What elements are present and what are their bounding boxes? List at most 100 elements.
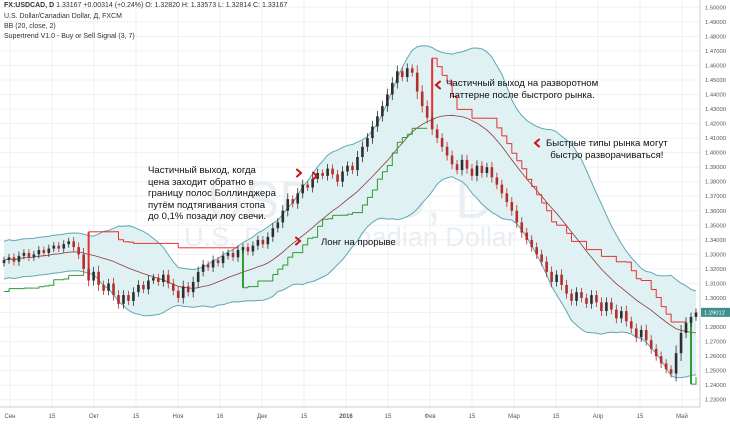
candle-body (226, 252, 230, 256)
bb-basis (3, 114, 697, 334)
candle-body (97, 271, 100, 285)
supertrend-indicator-label[interactable]: Supertrend V1.0 - Buy or Sell Signal (3,… (4, 33, 135, 40)
candle-body (515, 210, 519, 223)
supertrend-segment (312, 226, 319, 238)
supertrend-segment (297, 244, 304, 254)
candle-body (246, 247, 250, 252)
candle-body (351, 165, 354, 171)
candle-body (137, 284, 140, 293)
candle-body (286, 199, 290, 211)
supertrend-segment (33, 286, 40, 289)
candle-body (440, 138, 444, 147)
supertrend-segment (651, 289, 657, 298)
candle-body (301, 184, 305, 194)
candle-body (644, 329, 648, 341)
supertrend-segment (58, 279, 65, 281)
time-tick-label: 15 (469, 414, 476, 420)
price-tick-label: 1.32000 (705, 267, 726, 273)
annotation-arrows (295, 80, 540, 246)
symbol-label[interactable]: FX:USDCAD, D (4, 2, 55, 9)
candle-body (336, 174, 339, 182)
supertrend-segment (646, 280, 652, 290)
time-tick-label: 15 (385, 414, 392, 420)
candle-body (485, 167, 489, 173)
supertrend-segment (566, 232, 572, 242)
candle-body (216, 260, 220, 264)
supertrend-segment (561, 224, 568, 234)
candle-body (465, 159, 469, 169)
candle-body (52, 245, 56, 249)
supertrend-segment (317, 219, 324, 227)
supertrend-segment (282, 257, 289, 266)
supertrend-segment (511, 152, 518, 161)
supertrend-segment (531, 186, 538, 195)
price-tick-label: 1.23000 (705, 398, 726, 404)
candle-body (281, 210, 285, 223)
candle-body (560, 274, 563, 285)
candle-body (580, 292, 583, 298)
time-tick-label: Дек (257, 414, 267, 420)
candle-body (206, 264, 210, 268)
candle-body (694, 312, 698, 317)
price-tick-label: 1.41000 (705, 136, 726, 142)
supertrend-segment (392, 142, 398, 154)
supertrend-segment (38, 286, 45, 288)
annotation-breakout-long: Лонг на прорыве (321, 237, 396, 248)
candle-body (600, 302, 603, 312)
price-tick-label: 1.49000 (705, 20, 726, 26)
time-tick-label: 15 (49, 414, 56, 420)
candle-body (176, 290, 180, 298)
candle-body (271, 228, 275, 237)
candle-body (450, 155, 454, 165)
time-tick-label: 15 (133, 414, 140, 420)
arrow-left-icon (533, 138, 540, 148)
candle-body (435, 129, 439, 139)
time-tick-label: Сен (5, 414, 16, 420)
candle-body (311, 178, 314, 188)
candle-body (276, 222, 280, 229)
candle-body (455, 164, 459, 171)
candle-body (32, 254, 36, 258)
candle-body (376, 116, 379, 127)
supertrend-segment (382, 165, 388, 173)
supertrend-segment (596, 249, 602, 257)
supertrend-segment (506, 143, 513, 154)
supertrend-segment (501, 135, 508, 144)
candle-body (331, 168, 334, 175)
candle-body (346, 165, 349, 172)
candle-body (47, 248, 51, 253)
price-tick-label: 1.35000 (705, 223, 726, 229)
supertrend-segment (327, 215, 334, 220)
candle-body (386, 94, 389, 107)
time-tick-label: Апр (593, 414, 604, 420)
candle-body (147, 280, 150, 290)
candle-body (510, 202, 514, 211)
candle-body (356, 156, 359, 171)
price-tick-label: 1.38000 (705, 180, 726, 186)
candle-body (500, 184, 504, 194)
supertrend-segment (302, 238, 309, 246)
candle-body (540, 254, 543, 262)
candle-body (425, 106, 429, 118)
supertrend-segment (666, 313, 672, 322)
price-tick-label: 1.44000 (705, 92, 726, 98)
supertrend-segment (277, 265, 284, 270)
candle-body (191, 281, 195, 293)
candle-body (157, 277, 160, 282)
candle-body (221, 255, 225, 264)
annotation-partial-exit-bb: Частичный выход, когда цена заходит обра… (148, 165, 276, 222)
candle-body (236, 250, 240, 258)
price-axis[interactable]: 1.50000 1.49000 1.48000 1.47000 1.46000 1.450… (699, 0, 730, 407)
time-tick-label: 16 (217, 414, 224, 420)
candle-body (610, 302, 613, 310)
candle-body (684, 322, 688, 333)
time-axis[interactable]: Сен 15 Окт 15 Ноя 16 Дек 15 2016 15 Фев 15 Мар 15 Апр 1… (0, 406, 730, 424)
supertrend-segment (447, 80, 453, 97)
supertrend-segment (516, 160, 523, 169)
supertrend-segment (397, 137, 403, 143)
supertrend-segment (407, 128, 413, 135)
bb-indicator-label[interactable]: BB (20, close, 2) (4, 23, 56, 30)
time-tick-label: Ноя (173, 414, 184, 420)
candle-body (470, 168, 474, 176)
